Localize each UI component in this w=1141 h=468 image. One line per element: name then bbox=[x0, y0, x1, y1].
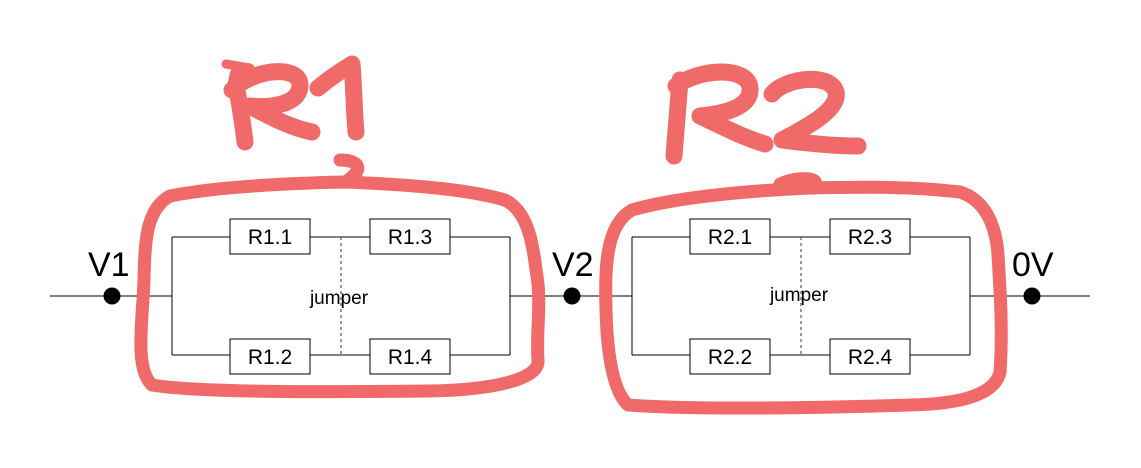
r2-handwritten-label bbox=[665, 63, 867, 165]
resistor-group-r1: jumper R1.1 R1.3 R1.2 R1.4 bbox=[171, 218, 511, 375]
resistor-r2-1: R2.1 bbox=[689, 218, 771, 255]
r2-circle-annotation bbox=[599, 172, 1008, 415]
resistor-r2-2: R2.2 bbox=[689, 338, 771, 375]
resistor-label: R2.2 bbox=[708, 346, 752, 369]
node-0v: 0V bbox=[1012, 246, 1054, 305]
r1-circle-annotation bbox=[134, 153, 546, 399]
r1-jumper-label: jumper bbox=[309, 288, 369, 309]
resistor-label: R2.4 bbox=[848, 346, 893, 369]
node-dot bbox=[1023, 287, 1041, 305]
node-label-v2: V2 bbox=[552, 246, 594, 284]
resistor-label: R1.4 bbox=[388, 346, 433, 369]
handwritten-annotations bbox=[134, 55, 1008, 415]
resistor-r2-3: R2.3 bbox=[829, 218, 911, 255]
resistor-r1-2: R1.2 bbox=[229, 338, 311, 375]
resistor-r1-4: R1.4 bbox=[369, 338, 451, 375]
resistor-r1-1: R1.1 bbox=[229, 218, 311, 255]
resistor-r1-3: R1.3 bbox=[369, 218, 451, 255]
resistor-label: R1.2 bbox=[248, 346, 292, 369]
resistor-label: R2.3 bbox=[848, 226, 892, 249]
resistor-group-r2: jumper R2.1 R2.3 R2.2 R2.4 bbox=[631, 218, 971, 375]
resistor-label: R2.1 bbox=[708, 226, 752, 249]
r2-jumper-label: jumper bbox=[769, 285, 829, 306]
resistor-label: R1.1 bbox=[248, 226, 292, 249]
node-v1: V1 bbox=[88, 246, 130, 305]
node-dot bbox=[103, 287, 121, 305]
resistor-r2-4: R2.4 bbox=[829, 338, 911, 375]
node-label-0v: 0V bbox=[1012, 246, 1054, 284]
node-dot bbox=[563, 287, 581, 305]
r1-handwritten-label bbox=[221, 55, 365, 151]
resistor-label: R1.3 bbox=[388, 226, 432, 249]
node-label-v1: V1 bbox=[88, 246, 130, 284]
node-v2: V2 bbox=[552, 246, 594, 305]
